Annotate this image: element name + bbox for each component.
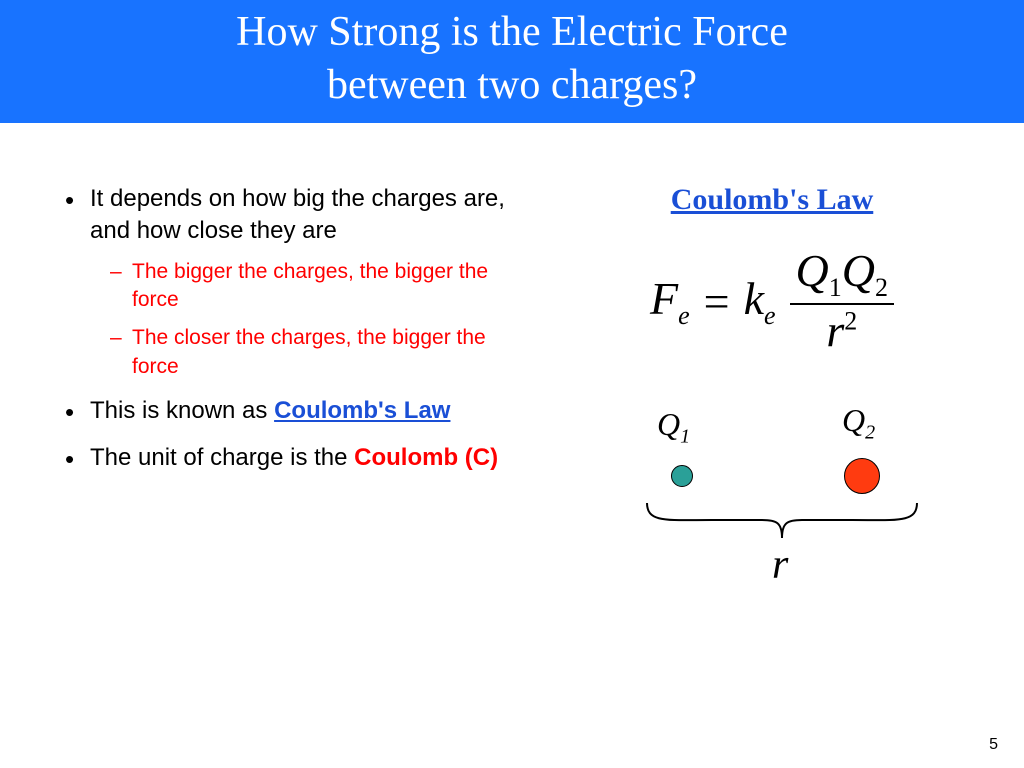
formula-fraction: Q1Q2 r2 [790,247,894,356]
formula-k: ke [744,272,776,331]
charge-2-circle [844,458,880,494]
coulombs-law-link: Coulomb's Law [274,397,450,424]
bullet-1: It depends on how big the charges are, a… [60,183,520,381]
formula-column: Coulomb's Law Fe = ke Q1Q2 r2 Q1 Q2 r [520,183,994,606]
bullet-2: This is known as Coulomb's Law [60,395,520,427]
formula-denominator: r2 [820,307,863,355]
formula-F: Fe [650,272,690,331]
sub-bullet-2: The closer the charges, the bigger the f… [110,324,520,381]
q2-label: Q2 [842,402,875,444]
q1-label: Q1 [657,406,690,448]
bullet-column: It depends on how big the charges are, a… [60,183,520,606]
charge-diagram: Q1 Q2 r [602,406,942,606]
bullet-3-prefix: The unit of charge is the [90,444,354,471]
bullet-2-prefix: This is known as [90,397,274,424]
charge-1-circle [671,465,693,487]
bullet-1-text: It depends on how big the charges are, a… [90,185,505,244]
coulombs-formula: Fe = ke Q1Q2 r2 [550,247,994,356]
formula-equals: = [704,275,730,328]
title-line-1: How Strong is the Electric Force [20,6,1004,59]
content-area: It depends on how big the charges are, a… [0,123,1024,606]
bullet-3: The unit of charge is the Coulomb (C) [60,442,520,474]
title-line-2: between two charges? [20,59,1004,112]
page-number: 5 [989,736,998,754]
coulomb-unit: Coulomb (C) [354,444,498,471]
formula-numerator: Q1Q2 [790,247,894,301]
r-label: r [772,541,788,589]
sub-bullet-1: The bigger the charges, the bigger the f… [110,258,520,315]
law-heading: Coulomb's Law [550,183,994,217]
title-bar: How Strong is the Electric Force between… [0,0,1024,123]
